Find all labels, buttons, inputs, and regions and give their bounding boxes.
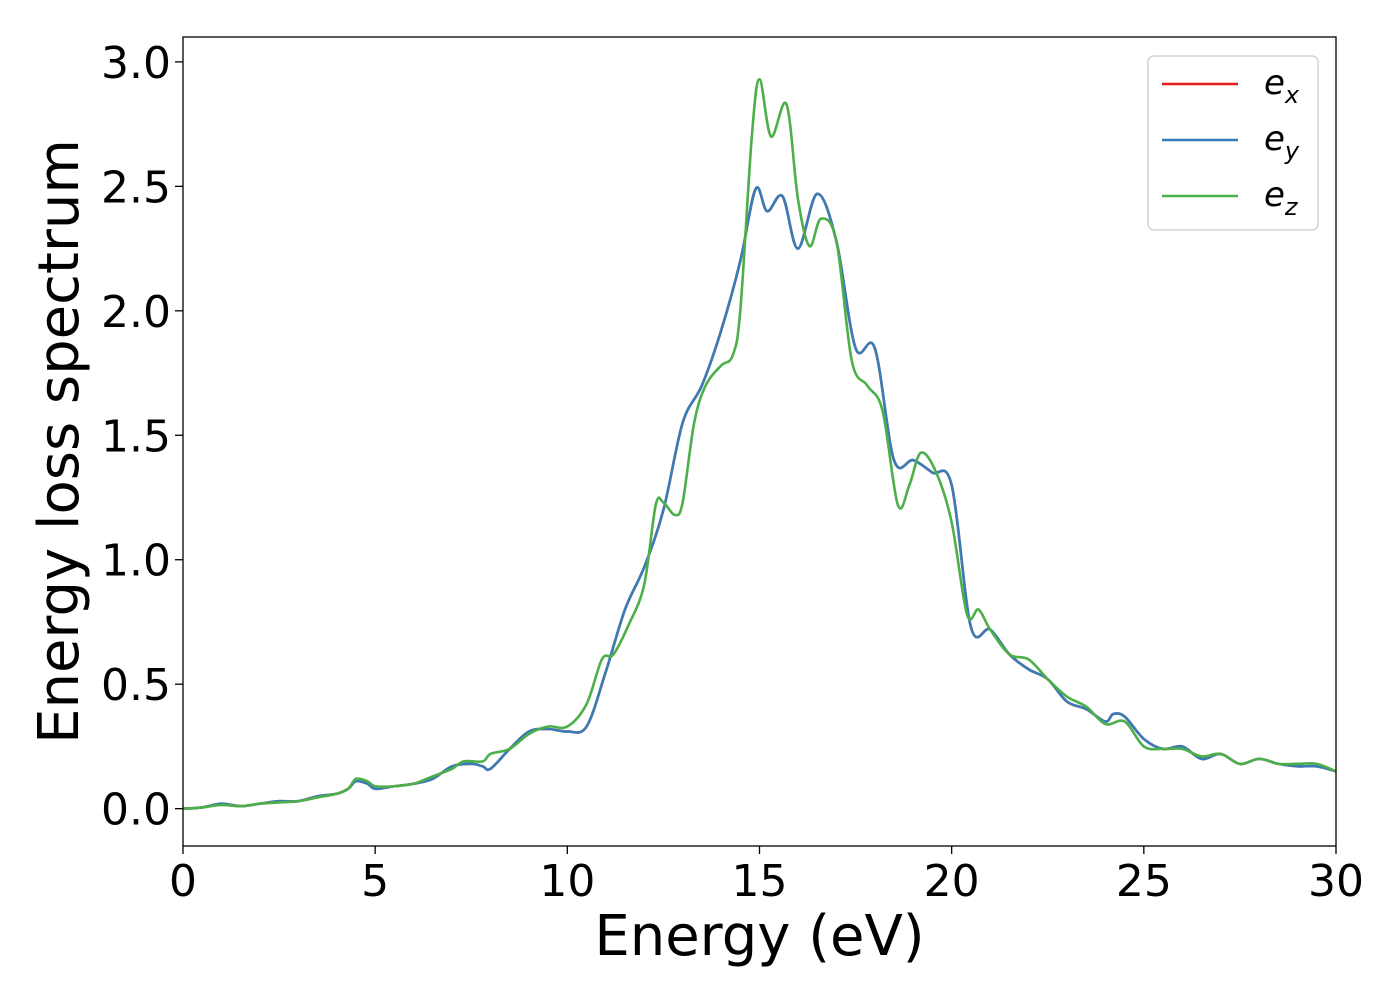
x-tick-label: 30 [1308,856,1364,907]
y-tick-label: 1.5 [101,411,171,462]
legend-label-ey: ey [1264,119,1300,165]
series-layer [183,78,1336,810]
y-tick-label: 3.0 [101,38,171,89]
x-tick-label: 20 [924,856,980,907]
y-tick-label: 2.5 [101,162,171,213]
x-axis-title: Energy (eV) [594,904,924,969]
x-tick-label: 10 [539,856,595,907]
legend-label-ez: ez [1264,175,1299,221]
legend-label-ex: ex [1264,63,1300,109]
x-tick-label: 15 [732,856,788,907]
series-line-ex [183,186,1336,810]
x-tick-label: 0 [169,856,197,907]
series-line-ez [183,78,1336,810]
y-axis-title: Energy loss spectrum [27,139,92,744]
legend-box [1147,55,1319,231]
legend: ex ey ez [1147,55,1319,231]
y-tick-label: 0.0 [101,785,171,836]
ticks-layer: 0 5 10 15 20 25 30 0.0 0.5 1.0 1.5 2.0 2.5 3.0 [101,38,1364,907]
x-tick-label: 25 [1116,856,1172,907]
y-tick-label: 2.0 [101,287,171,338]
y-tick-label: 0.5 [101,660,171,711]
y-tick-label: 1.0 [101,536,171,587]
x-tick-label: 5 [361,856,389,907]
series-line-ey [183,186,1336,810]
